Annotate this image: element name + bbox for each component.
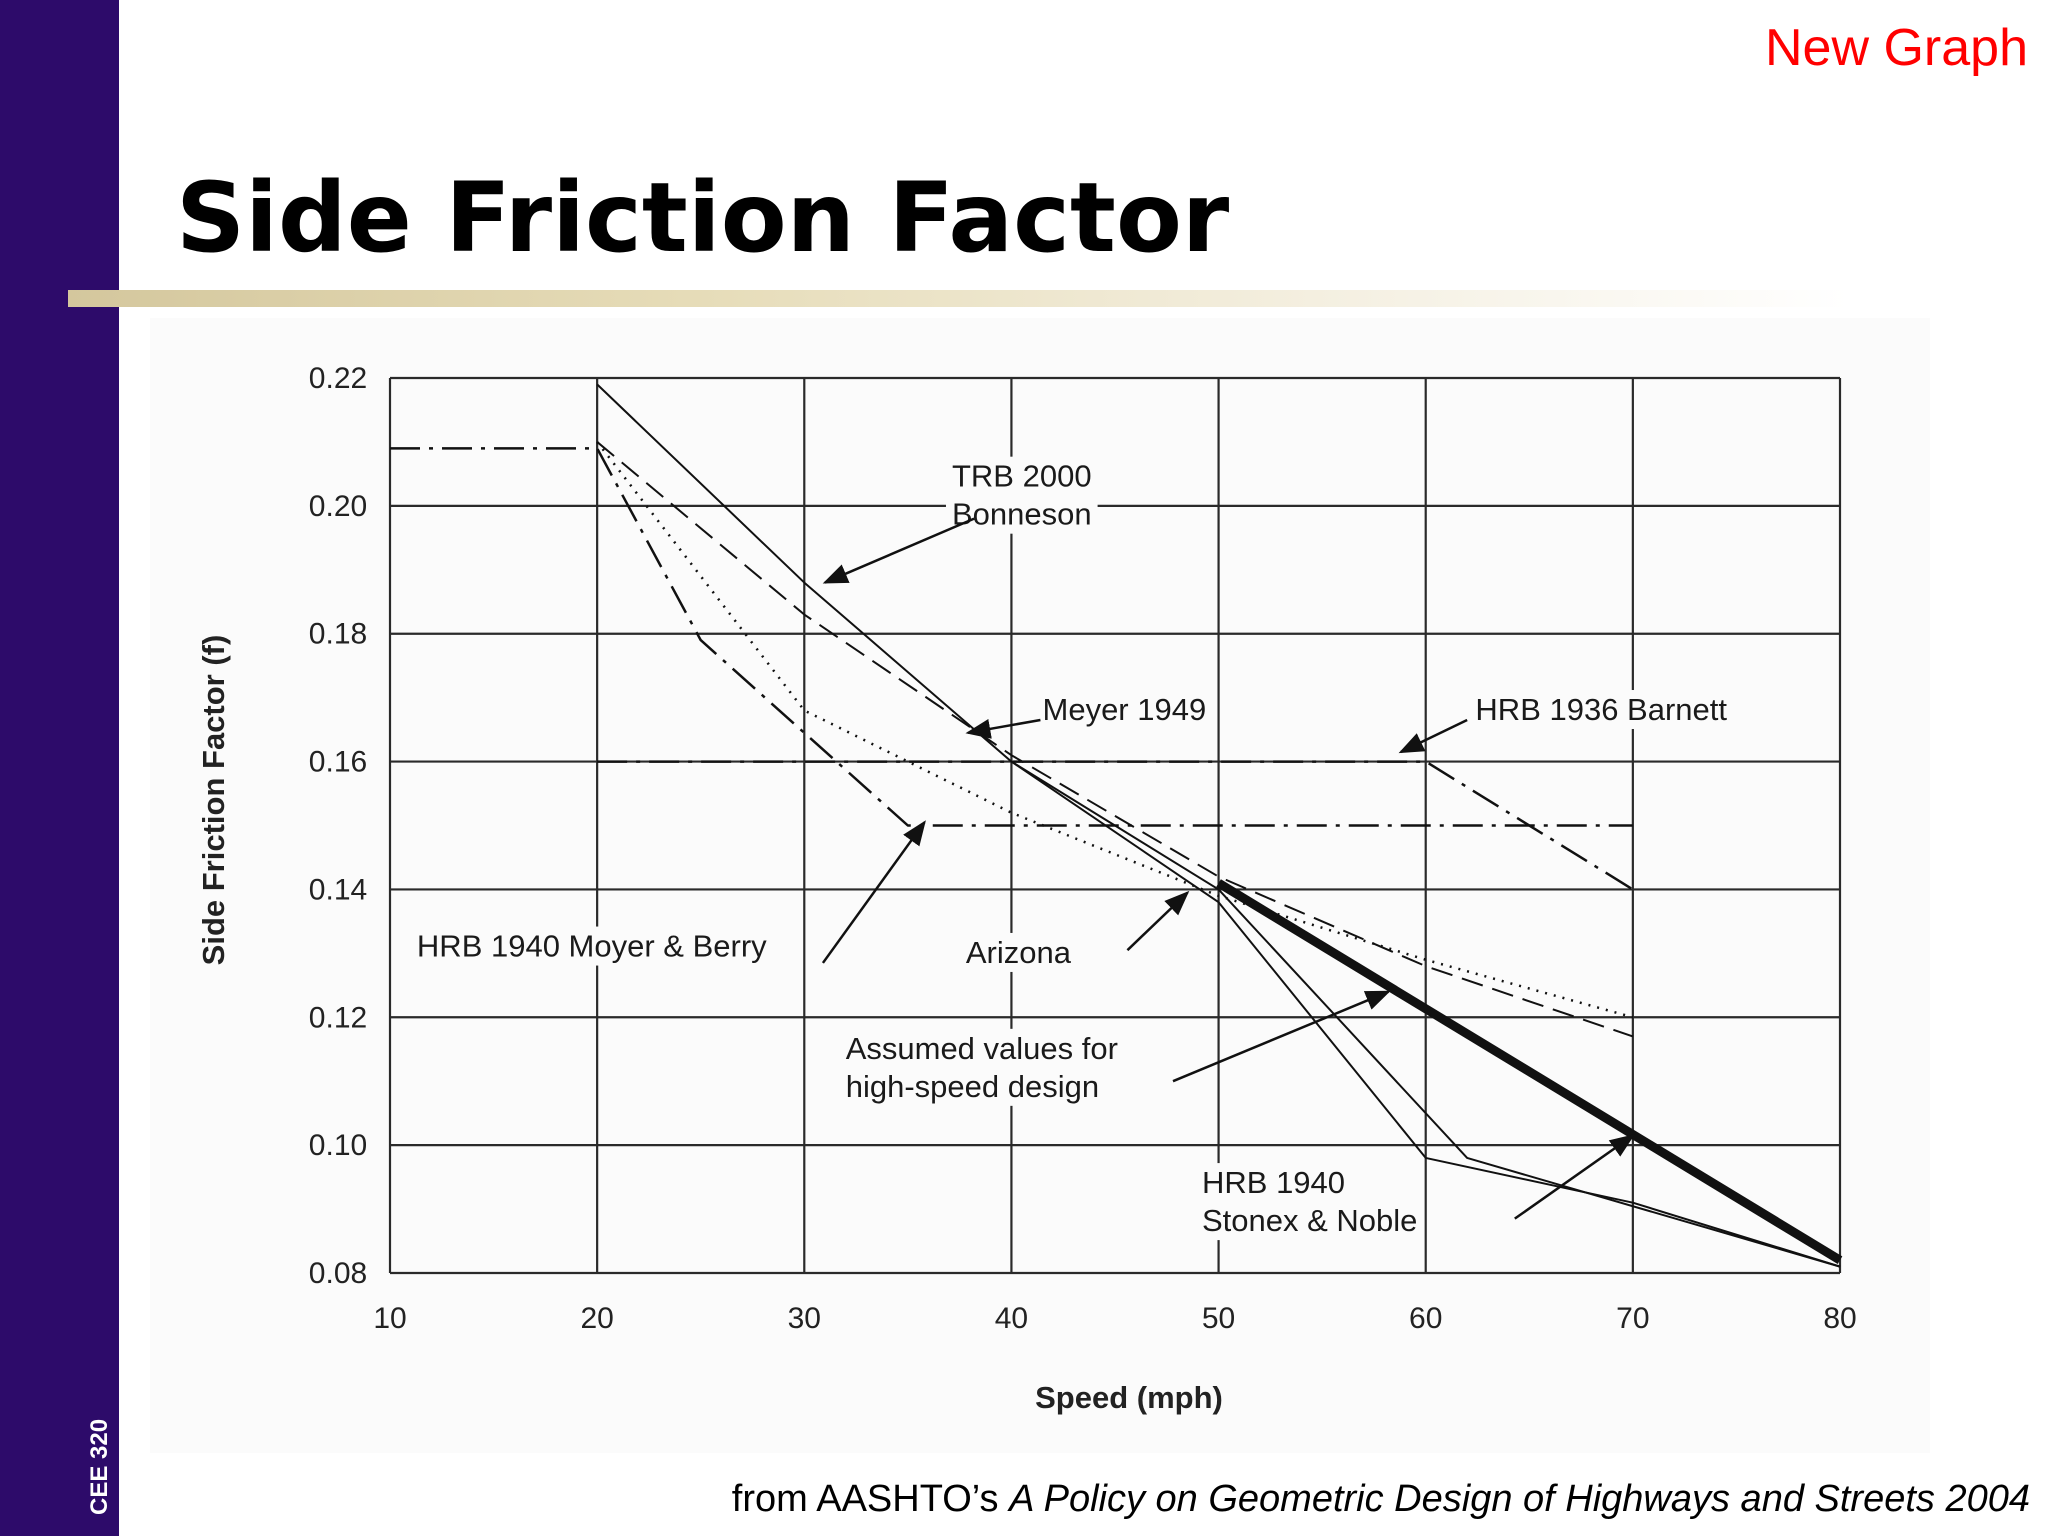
tick-labels: 10 20 30 40 50 60 70 80 0.08 0.10 0.12 0.14 0.16 0.18…: [309, 362, 1857, 1335]
annotation-label-6: Assumed values for high-speed design: [846, 1031, 1118, 1104]
x-tick-label: 30: [788, 1302, 821, 1335]
annotation-backing: [410, 926, 774, 966]
annotation-backing: [1196, 1163, 1424, 1241]
y-tick-label: 0.14: [309, 873, 367, 906]
x-tick-label: 80: [1823, 1302, 1856, 1335]
x-tick-label: 10: [373, 1302, 406, 1335]
annotation-backing: [839, 1028, 1124, 1106]
y-tick-label: 0.20: [309, 490, 367, 523]
y-tick-label: 0.22: [309, 362, 367, 395]
y-tick-label: 0.18: [309, 618, 367, 651]
annotation-arrow-4: [821, 820, 926, 964]
annotation-label-1: TRB 2000 Bonneson: [952, 459, 1092, 532]
annotation-label-5: Arizona: [966, 935, 1072, 970]
new-graph-label: New Graph: [1765, 19, 2028, 77]
annotation-line: Assumed values for: [846, 1031, 1118, 1066]
series-line-3: [596, 441, 1634, 1019]
annotations: TRB 2000 Bonneson Meyer 1949 HRB 1936 Barne…: [410, 456, 1734, 1241]
annotation-line: Stonex & Noble: [1202, 1203, 1417, 1238]
annotation-line: Arizona: [966, 935, 1072, 970]
x-tick-label: 70: [1616, 1302, 1649, 1335]
annotation-arrow-5: [1126, 890, 1190, 952]
sidebar-band: CEE 320 Winter 2006: [0, 0, 144, 1536]
x-tick-label: 50: [1202, 1302, 1235, 1335]
annotation-arrow-7: [1514, 1134, 1635, 1220]
annotation-line: Bonneson: [952, 497, 1092, 532]
annotation-line: HRB 1940: [1202, 1165, 1345, 1200]
annotation-line: HRB 1940 Moyer & Berry: [417, 929, 767, 964]
x-tick-label: 40: [995, 1302, 1028, 1335]
annotation-backing: [1036, 690, 1213, 730]
annotation-label-4: HRB 1940 Moyer & Berry: [417, 929, 767, 964]
annotation-arrow-3: [1398, 718, 1468, 754]
annotation-line: high-speed design: [846, 1069, 1099, 1104]
slide-title: Side Friction Factor: [176, 162, 1230, 274]
title-rule: [68, 290, 1848, 307]
y-axis-label: Side Friction Factor (f): [196, 635, 231, 966]
series-line-1: [596, 383, 1841, 1268]
series-line-7: [1216, 879, 1843, 1265]
annotation-backing: [959, 932, 1078, 972]
x-axis-label: Speed (mph): [1035, 1380, 1223, 1415]
y-tick-label: 0.12: [309, 1001, 367, 1034]
x-tick-label: 60: [1409, 1302, 1442, 1335]
annotation-label-7: HRB 1940 Stonex & Noble: [1202, 1165, 1417, 1238]
annotation-line: TRB 2000: [952, 459, 1092, 494]
series-line-2: [596, 441, 1634, 1038]
annotation-arrow-1: [822, 517, 975, 584]
annotation-backing: [1469, 690, 1734, 730]
series-line-5: [597, 760, 1634, 891]
caption-title: A Policy on Geometric Design of Highways…: [1009, 1478, 2030, 1520]
x-tick-label: 20: [580, 1302, 613, 1335]
y-tick-label: 0.16: [309, 746, 367, 779]
source-caption: from AASHTO’s A Policy on Geometric Desi…: [732, 1478, 2030, 1521]
annotation-label-3: HRB 1936 Barnett: [1475, 692, 1727, 727]
series-line-4: [390, 447, 1633, 827]
y-tick-label: 0.10: [309, 1129, 367, 1162]
annotation-arrow-6: [1172, 990, 1391, 1083]
annotation-label-2: Meyer 1949: [1043, 692, 1207, 727]
annotation-line: HRB 1936 Barnett: [1475, 692, 1727, 727]
y-tick-label: 0.08: [309, 1257, 367, 1290]
caption-prefix: from AASHTO’s: [731, 1478, 1010, 1520]
annotation-line: Meyer 1949: [1043, 692, 1207, 727]
series-line-6: [1010, 760, 1841, 1268]
series-lines: [390, 383, 1843, 1268]
grid-lines: [388, 376, 1842, 1275]
annotation-arrow-2: [965, 718, 1041, 739]
